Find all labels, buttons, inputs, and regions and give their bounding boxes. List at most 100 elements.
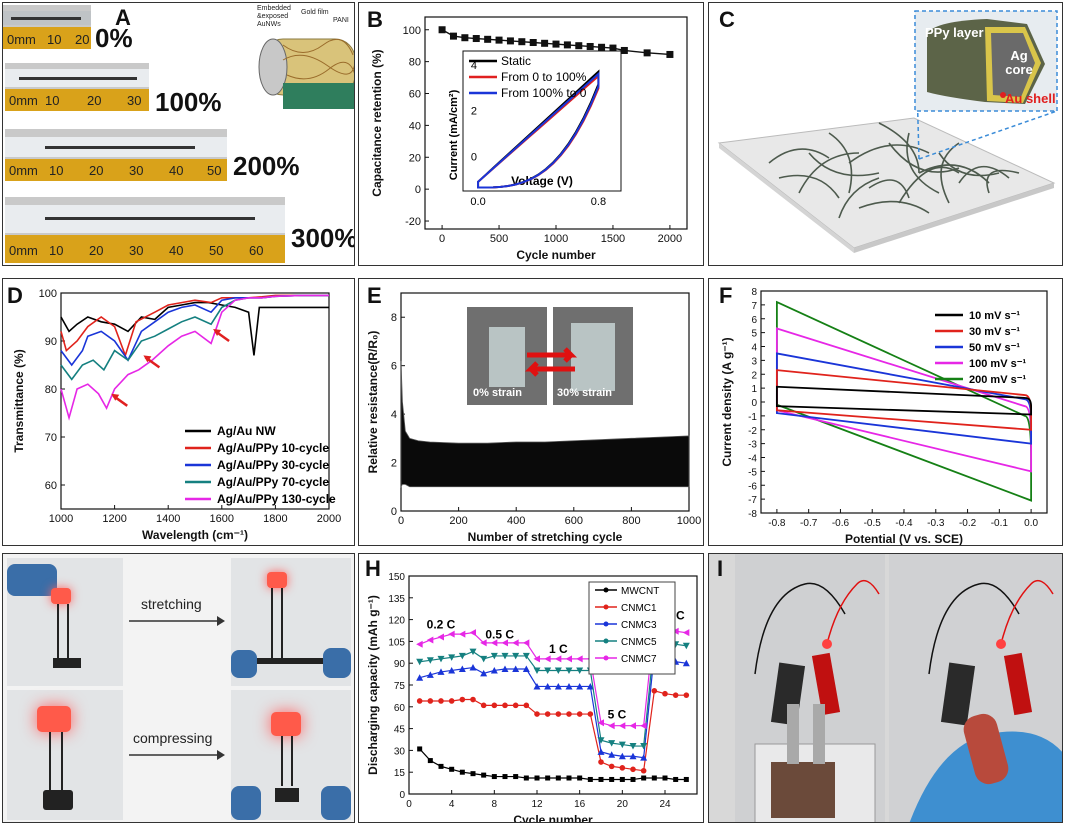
y-axis-label: Capacitance retention (%) [370,49,384,196]
y-tick-label: 80 [409,57,421,69]
legend-marker [603,655,609,661]
y-tick-label: 1 [751,384,757,395]
strain-photo-200: 0mm 10 20 30 40 50 [5,129,227,181]
y-axis-label: Transmittance (%) [12,349,26,452]
retention-point [609,44,617,52]
capacity-point [480,655,488,663]
inset-label-pani: PANI [333,17,349,24]
capacity-point [662,775,668,781]
inset-label-gold: Gold film [301,9,329,16]
x-tick-label: -0.5 [864,518,882,529]
x-axis-label: Cycle number [513,813,593,823]
label-ag-core: Ag core [1005,48,1033,77]
y-tick-label: 70 [45,432,57,444]
ruler-tick: 10 [45,93,60,108]
y-axis-label: Relative resistance(R/R₀) [366,331,380,474]
capacity-point [619,765,626,771]
capacity-point [629,752,637,760]
capacity-point [630,766,636,773]
capacity-point [448,698,455,704]
action-label-stretching: stretching [141,596,202,612]
legend-marker [603,604,609,610]
capacity-point [576,711,583,717]
x-tick-label: 800 [622,515,640,527]
capacity-point [480,669,488,677]
x-tick-label: 200 [449,515,467,527]
arrow-head-icon [111,393,120,401]
capacity-point [426,636,434,644]
y-tick-label: 40 [409,120,421,132]
strain-label-0: 0% [95,23,133,53]
y-tick-label: 2 [751,370,757,381]
panel-b: B 0 500 1000 1500 2000 -20 0 20 40 60 80 100 Cycle n… [358,2,704,266]
y-tick-label: 75 [394,681,406,692]
x-tick-label: 0 [398,515,404,527]
capacity-point [629,722,636,730]
capacity-point [597,719,604,727]
capacity-point [502,774,508,780]
retention-point [541,39,549,47]
capacity-point [523,702,530,709]
capacity-point [427,758,433,764]
ruler-tick: 30 [127,93,142,108]
x-tick-label: -0.8 [768,518,786,529]
y-tick-label: -1 [748,412,757,423]
capacity-point [544,711,551,717]
legend-label: Static [501,54,531,68]
capacity-point [555,775,561,781]
rate-annotation: 0.5 C [485,627,514,641]
capacity-point [469,629,476,637]
capacity-point [512,702,519,709]
x-tick-label: -0.3 [927,518,945,529]
legend-marker [603,587,609,593]
capacity-point [522,639,530,647]
spectrum-line [60,294,329,421]
fiber-schematic [258,38,354,109]
y-tick-label: 7 [751,301,757,312]
capacity-point [618,752,626,760]
capacity-point [554,667,562,674]
capacity-point [458,630,466,638]
capacity-point [470,771,476,777]
legend-label: Ag/Au/PPy 130-cycle [217,492,336,506]
panel-e-label: E [367,283,382,308]
legend-label: From 0 to 100% [501,70,587,84]
capacity-point [490,639,498,647]
photo-led-before-stretch [7,558,123,686]
capacity-point [586,682,594,690]
y-tick-label: 6 [751,315,757,326]
capacity-point [673,776,679,782]
ruler-tick: 40 [169,243,184,258]
capacity-point [449,766,455,772]
capacity-point [640,767,647,774]
capacity-point [437,655,445,663]
capacity-point [619,776,625,782]
retention-point [449,32,457,40]
x-tick-label: 4 [449,799,455,810]
capacity-point [448,666,456,674]
x-tick-label: 1400 [156,513,180,525]
x-tick-label: 12 [531,799,543,810]
capacity-point [522,665,530,673]
x-axis-label: Potential (V vs. SCE) [845,532,963,546]
capacity-point [576,655,583,663]
inset-x-tick-label: 0.0 [470,196,485,208]
capacity-point [458,665,466,673]
x-tick-label: 1500 [601,233,625,245]
ruler-tick: 20 [75,32,90,47]
capacity-point [544,667,552,674]
photo-led-device-flat [735,554,885,822]
capacity-point [608,722,615,730]
capacity-point [501,652,509,660]
y-tick-label: -8 [748,509,757,520]
ruler-tick: 20 [89,163,104,178]
capacity-point [502,702,508,709]
ruler-tick: 20 [89,243,104,258]
capacity-point [683,776,689,782]
inset-y-tick-label: 0 [471,152,477,164]
resistance-chart: 0 200 400 600 800 1000 0 2 4 6 8 Number of stretchi… [366,292,701,544]
capacity-point [682,659,690,667]
retention-point [620,46,628,54]
strain-photo-0: 0mm 10 20 [3,5,91,49]
x-tick-label: 500 [490,233,508,245]
